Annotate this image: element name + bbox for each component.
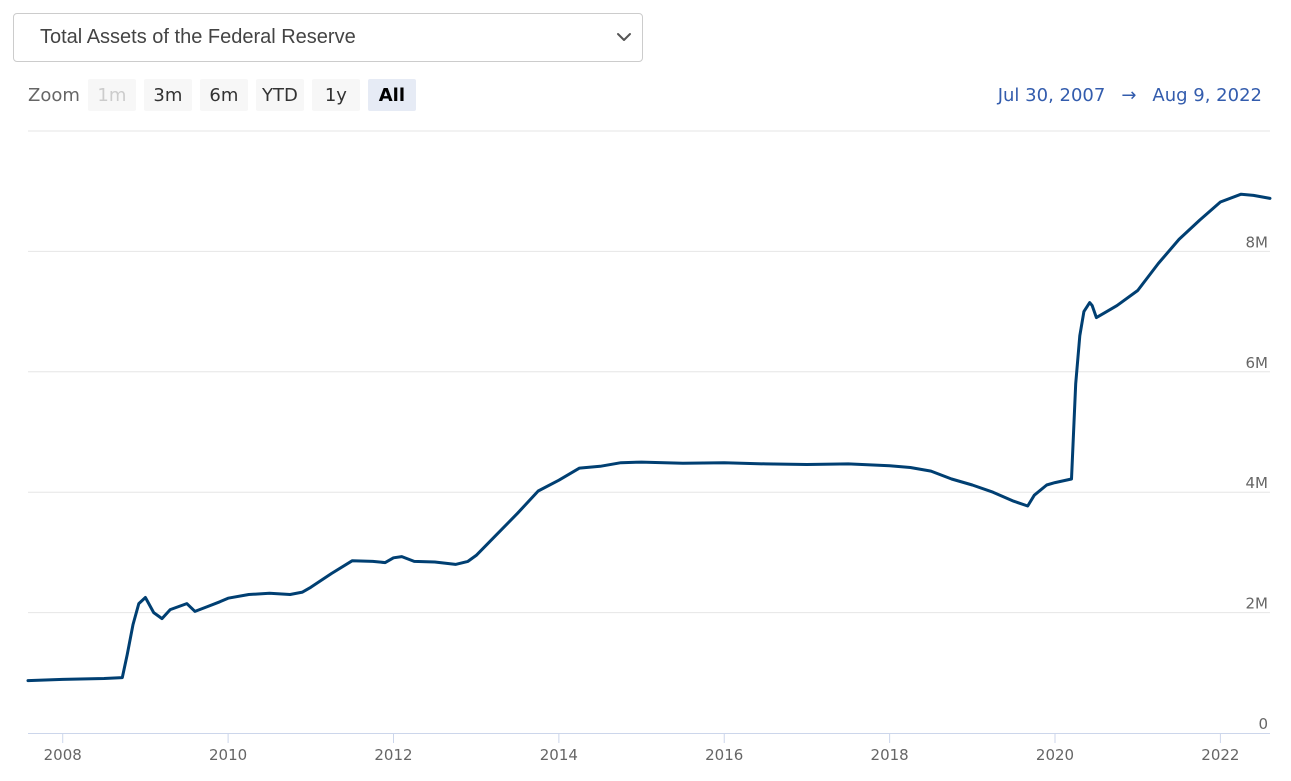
gridlines xyxy=(28,250,1270,614)
series-line-total-assets[interactable] xyxy=(26,192,1272,683)
x-tick-label: 2020 xyxy=(1036,746,1074,764)
x-tick-label: 2012 xyxy=(374,746,412,764)
y-tick-label: 2M xyxy=(1246,595,1269,613)
y-axis: 0 2M 4M 6M 8M xyxy=(1246,233,1269,733)
zoom-button-1y[interactable]: 1y xyxy=(311,79,360,111)
x-tick-label: 2014 xyxy=(540,746,578,764)
series-select-value: Total Assets of the Federal Reserve xyxy=(40,26,356,48)
x-tick-label: 2008 xyxy=(44,746,82,764)
y-tick-label: 0 xyxy=(1258,715,1268,733)
y-tick-label: 8M xyxy=(1246,233,1269,251)
x-axis: 2008 2010 2012 2014 2016 2018 2020 2022 xyxy=(28,733,1270,764)
x-tick-label: 2018 xyxy=(871,746,909,764)
x-tick-label: 2022 xyxy=(1201,746,1239,764)
date-range: Jul 30, 2007 → Aug 9, 2022 xyxy=(998,85,1262,106)
x-tick-label: 2016 xyxy=(705,746,743,764)
zoom-button-all[interactable]: All xyxy=(367,79,416,111)
series-group xyxy=(26,192,1272,683)
zoom-button-6m[interactable]: 6m xyxy=(199,79,248,111)
zoom-label: Zoom xyxy=(28,84,80,106)
zoom-button-1m[interactable]: 1m xyxy=(87,79,136,111)
y-tick-label: 6M xyxy=(1246,354,1269,372)
zoom-button-ytd[interactable]: YTD xyxy=(255,79,304,111)
zoom-button-3m[interactable]: 3m xyxy=(143,79,192,111)
y-tick-label: 4M xyxy=(1246,474,1269,492)
chevron-down-icon xyxy=(617,33,631,41)
zoom-toolbar: Zoom 1m 3m 6m YTD 1y All xyxy=(28,79,424,111)
x-tick-label: 2010 xyxy=(209,746,247,764)
date-range-arrow: → xyxy=(1121,85,1137,106)
date-range-to[interactable]: Aug 9, 2022 xyxy=(1152,85,1262,106)
series-select[interactable]: Total Assets of the Federal Reserve xyxy=(13,13,643,62)
date-range-from[interactable]: Jul 30, 2007 xyxy=(997,85,1106,106)
